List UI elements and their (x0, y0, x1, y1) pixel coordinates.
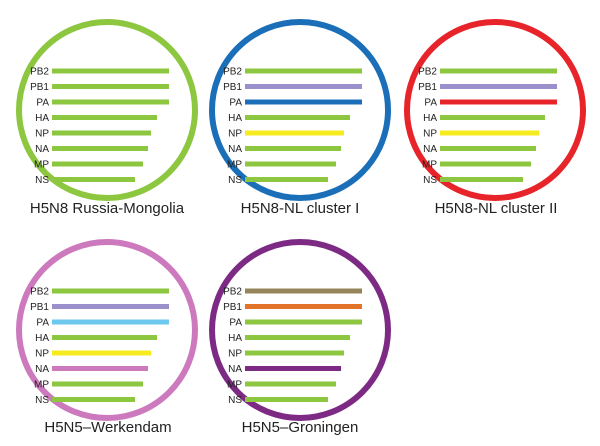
segment-bar-na (52, 366, 148, 371)
segment-label-ha: HA (228, 113, 242, 124)
virus-envelope-ring (209, 19, 391, 201)
segment-bar-pb2 (245, 288, 362, 294)
virus-5: PB2 PB1 PA HA NP NA MP NS (209, 239, 391, 421)
segment-bar-ha (52, 335, 157, 340)
segment-label-pb1: PB1 (418, 82, 437, 93)
segment-bar-mp (245, 161, 336, 167)
virus-2: PB2 PB1 PA HA NP NA MP NS (209, 19, 391, 201)
segment-label-na: NA (35, 364, 49, 375)
segment-bar-pb1 (245, 84, 362, 89)
segment-label-pb2: PB2 (30, 67, 49, 78)
segment-bar-mp (440, 161, 531, 167)
virus-envelope-ring (16, 239, 198, 421)
segment-label-na: NA (228, 364, 242, 375)
segment-bar-np (52, 130, 151, 136)
segment-label-pb1: PB1 (223, 302, 242, 313)
segment-bar-pa (245, 99, 362, 105)
segment-bar-np (440, 130, 539, 136)
segment-label-ha: HA (423, 113, 437, 124)
segment-bar-pb1 (52, 84, 169, 89)
segment-bar-ns (245, 397, 328, 402)
segment-label-ha: HA (35, 113, 49, 124)
segment-label-np: NP (35, 129, 49, 140)
segment-bar-pa (440, 99, 557, 105)
segment-label-mp: MP (34, 160, 49, 171)
virus-label-5: H5N5–Groningen (241, 419, 359, 436)
segment-label-pb2: PB2 (418, 67, 437, 78)
segment-bar-ns (245, 177, 328, 182)
segment-label-pb1: PB1 (30, 82, 49, 93)
segment-bar-pb2 (52, 68, 169, 74)
segment-label-pa: PA (229, 98, 242, 109)
segment-bar-ns (52, 397, 135, 402)
segment-label-pb1: PB1 (223, 82, 242, 93)
segment-label-np: NP (228, 349, 242, 360)
segment-bar-pa (52, 319, 169, 325)
virus-label-4: H5N5–Werkendam (44, 419, 172, 436)
segment-bar-ha (52, 115, 157, 120)
segment-bar-pa (245, 319, 362, 325)
segment-bar-na (52, 146, 148, 151)
segment-label-ns: NS (423, 175, 437, 186)
segment-label-pb2: PB2 (223, 287, 242, 298)
segment-label-np: NP (423, 129, 437, 140)
segment-label-ns: NS (228, 395, 242, 406)
segment-bar-ns (52, 177, 135, 182)
virus-envelope-ring (404, 19, 586, 201)
virus-3: PB2 PB1 PA HA NP NA MP NS (404, 19, 586, 201)
segment-label-mp: MP (227, 160, 242, 171)
segment-label-pb2: PB2 (223, 67, 242, 78)
segment-bar-na (245, 146, 341, 151)
segment-bar-ha (245, 115, 350, 120)
segment-bar-mp (52, 161, 143, 167)
segment-bar-pb1 (52, 304, 169, 309)
virus-4: PB2 PB1 PA HA NP NA MP NS (16, 239, 198, 421)
segment-bar-pb2 (245, 68, 362, 74)
segment-label-mp: MP (227, 380, 242, 391)
virus-1: PB2 PB1 PA HA NP NA MP NS (16, 19, 198, 201)
segment-bar-na (245, 366, 341, 371)
segment-bar-ns (440, 177, 523, 182)
segment-label-np: NP (228, 129, 242, 140)
segment-label-pa: PA (36, 318, 49, 329)
virus-layer: PB2PB1PAHANPNAMPNSPB2PB1PAHANPNAMPNSPB2P… (16, 19, 586, 421)
virus-label-2: H5N8-NL cluster I (240, 200, 360, 217)
segment-bar-na (440, 146, 536, 151)
virus-envelope-ring (209, 239, 391, 421)
segment-label-pa: PA (229, 318, 242, 329)
segment-label-pb1: PB1 (30, 302, 49, 313)
segment-label-pa: PA (424, 98, 437, 109)
segment-bar-pb2 (52, 288, 169, 294)
segment-label-mp: MP (422, 160, 437, 171)
segment-bar-np (52, 350, 151, 356)
virus-envelope-ring (16, 19, 198, 201)
segment-label-ha: HA (228, 333, 242, 344)
segment-bar-mp (245, 381, 336, 387)
virus-label-3: H5N8-NL cluster II (434, 200, 558, 217)
segment-label-ns: NS (35, 175, 49, 186)
segment-bar-mp (52, 381, 143, 387)
segment-label-na: NA (423, 144, 437, 155)
segment-bar-np (245, 130, 344, 136)
segment-label-np: NP (35, 349, 49, 360)
segment-bar-np (245, 350, 344, 356)
segment-bar-ha (245, 335, 350, 340)
segment-label-ns: NS (35, 395, 49, 406)
segment-label-pa: PA (36, 98, 49, 109)
segment-label-pb2: PB2 (30, 287, 49, 298)
segment-bar-pa (52, 99, 169, 105)
segment-label-mp: MP (34, 380, 49, 391)
virus-label-1: H5N8 Russia-Mongolia (29, 200, 185, 217)
segment-bar-pb2 (440, 68, 557, 74)
segment-label-na: NA (35, 144, 49, 155)
segment-bar-pb1 (245, 304, 362, 309)
segment-label-na: NA (228, 144, 242, 155)
segment-bar-pb1 (440, 84, 557, 89)
segment-label-ha: HA (35, 333, 49, 344)
segment-label-ns: NS (228, 175, 242, 186)
segment-bar-ha (440, 115, 545, 120)
